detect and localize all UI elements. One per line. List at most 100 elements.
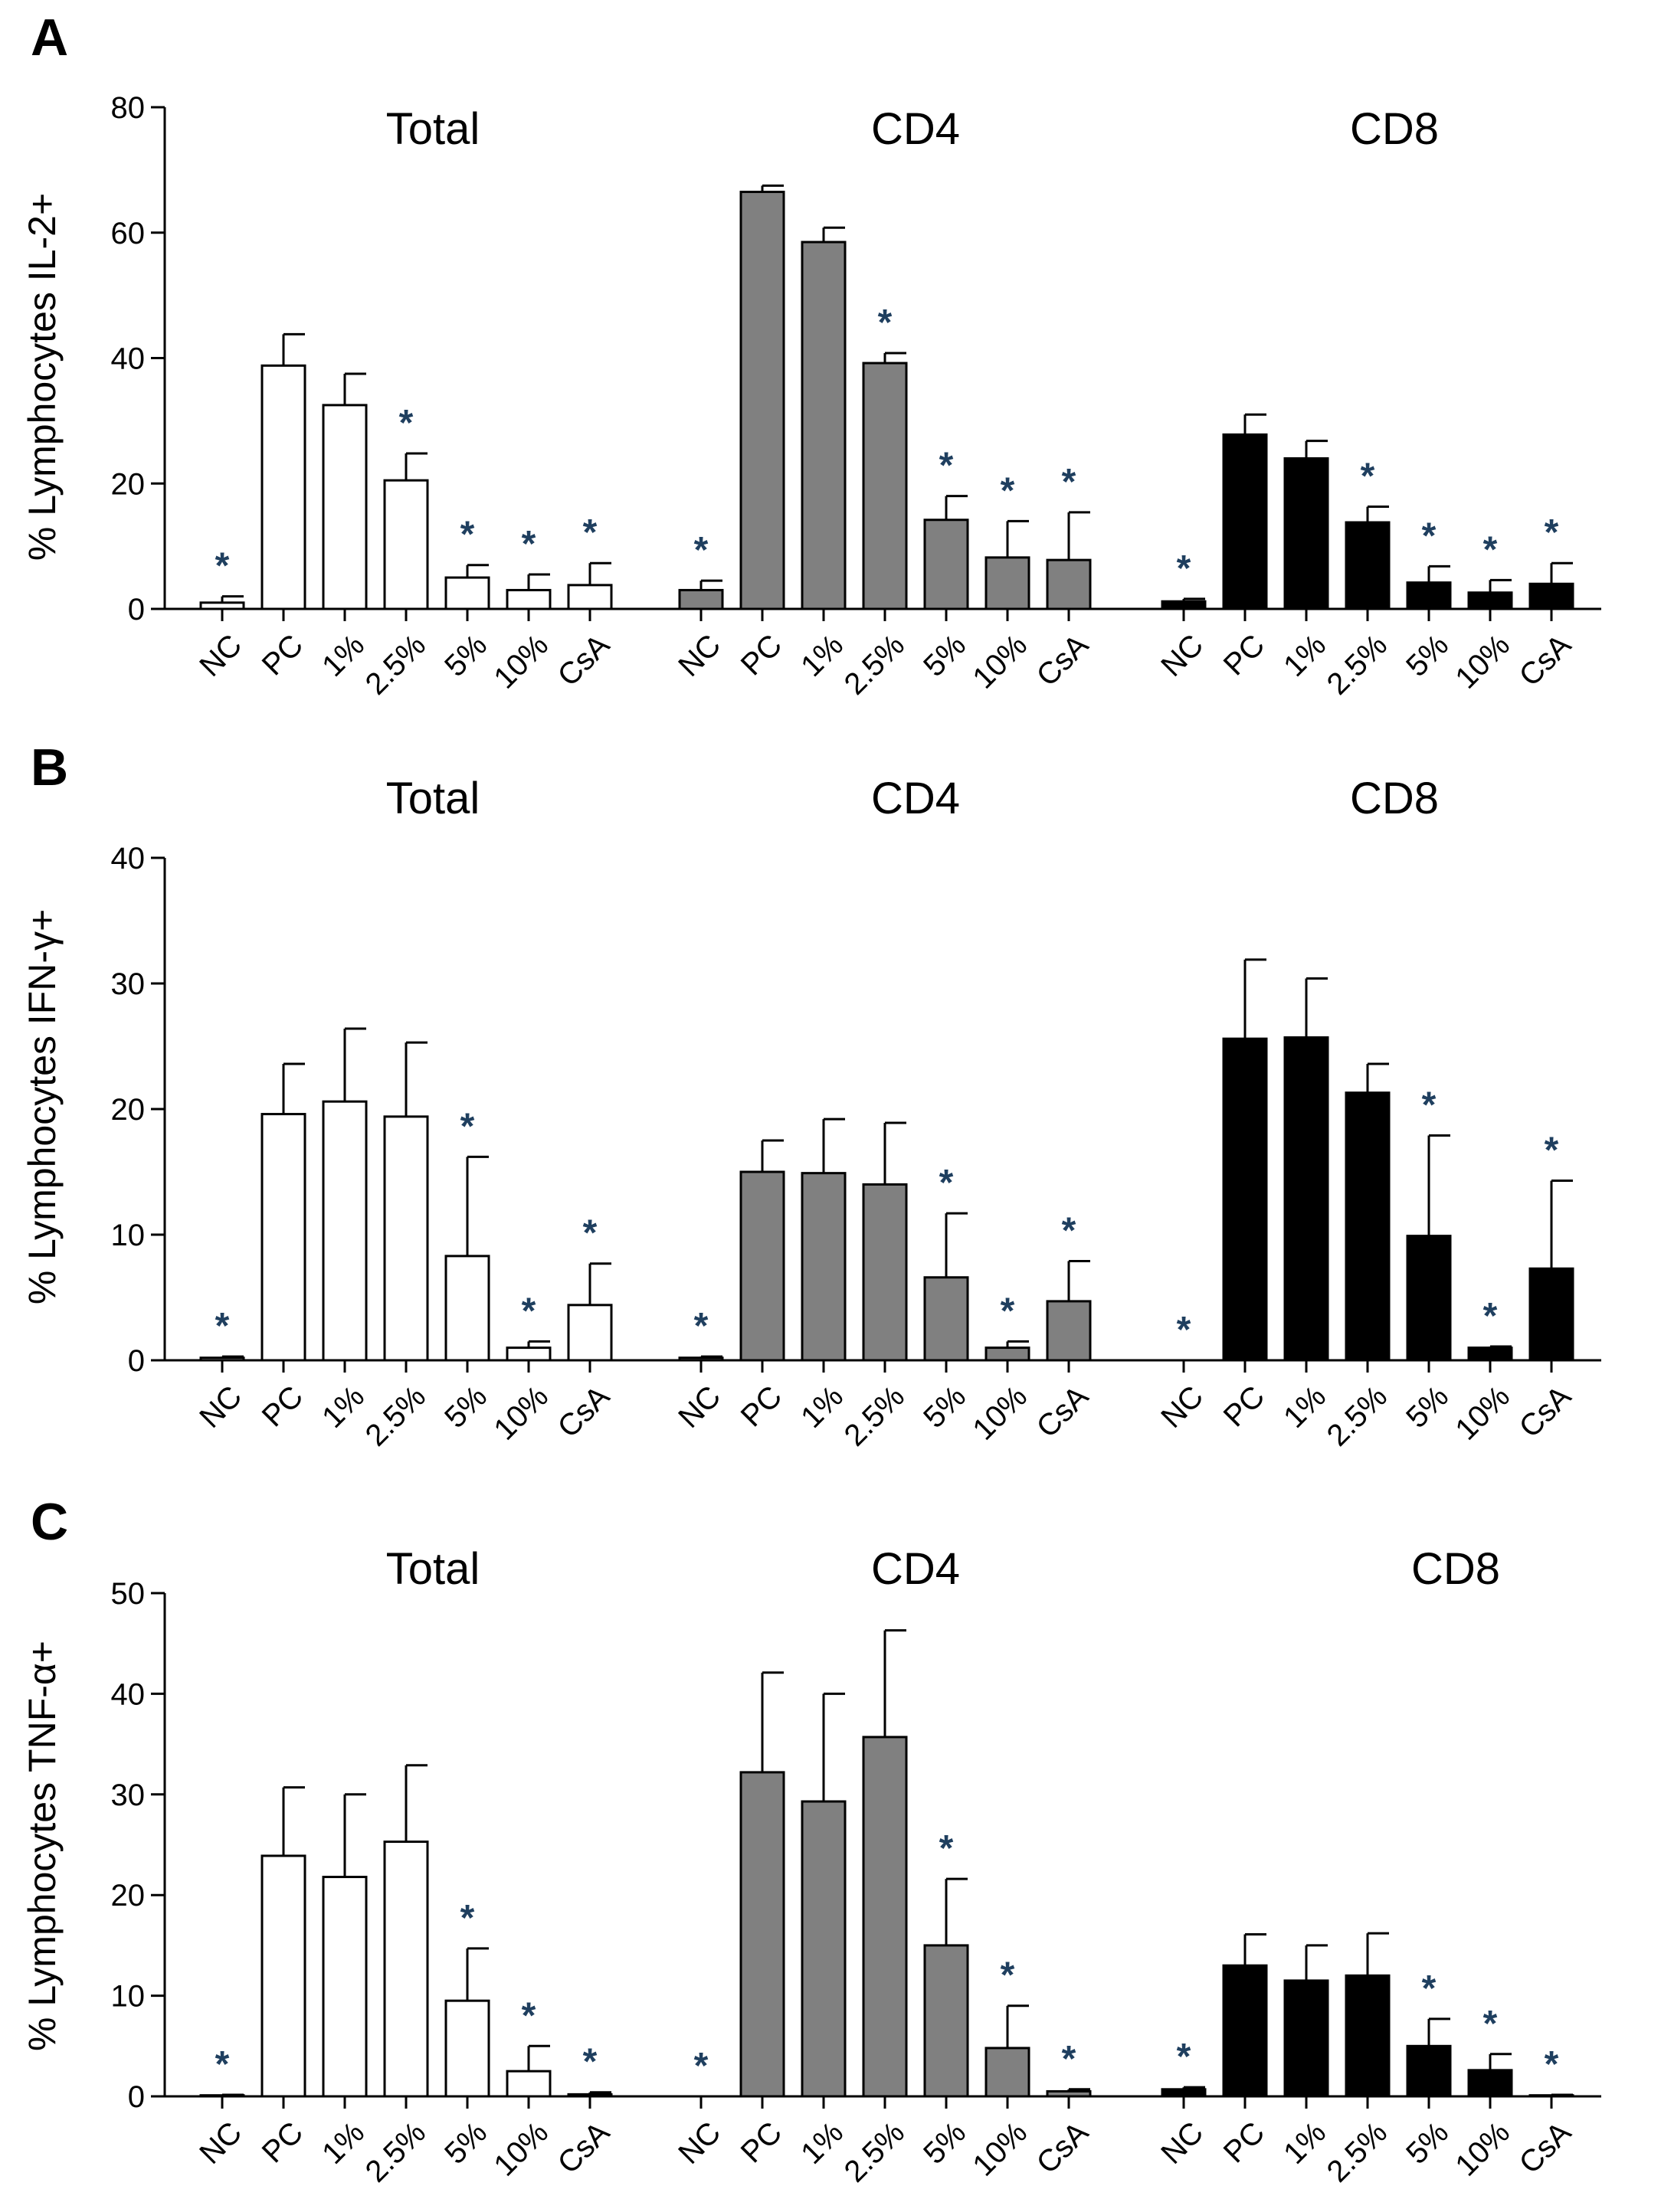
bar-total-1 xyxy=(260,364,306,610)
significance-star: * xyxy=(215,2044,230,2085)
y-tick-label: 40 xyxy=(111,1677,146,1711)
bar-total-1 xyxy=(260,1113,306,1362)
x-tick-label: NC xyxy=(1155,1379,1210,1435)
x-tick-label: CsA xyxy=(552,1379,617,1445)
significance-star: * xyxy=(939,1828,954,1869)
x-tick-label: 10% xyxy=(966,1379,1034,1447)
y-axis-label-b: % Lymphocytes IFN-γ+ xyxy=(21,909,64,1304)
bar-cd8-3 xyxy=(1345,1974,1391,2098)
x-tick-label: PC xyxy=(1217,2115,1271,2169)
bar-cd4-1 xyxy=(739,191,785,610)
x-tick-label: NC xyxy=(1155,2115,1210,2171)
group-title: CD4 xyxy=(871,774,960,823)
bar-cd8-3 xyxy=(1345,1091,1391,1362)
x-tick-label: 10% xyxy=(966,2115,1034,2183)
x-tick-label: 10% xyxy=(1449,2115,1516,2183)
group-title: Total xyxy=(386,1544,480,1594)
x-tick-label: CsA xyxy=(552,2115,617,2181)
bar-cd8-1 xyxy=(1222,433,1268,610)
x-tick-label: NC xyxy=(672,2115,727,2171)
x-tick-label: 2.5% xyxy=(1321,1379,1394,1453)
y-axis-label-a: % Lymphocytes IL-2+ xyxy=(21,193,64,561)
significance-star: * xyxy=(694,1306,709,1347)
y-tick-label: 40 xyxy=(111,342,146,376)
significance-star: * xyxy=(460,1106,475,1147)
significance-star: * xyxy=(1422,1968,1437,2009)
bar-total-4 xyxy=(444,1999,490,2098)
bar-cd4-3 xyxy=(862,1183,908,1362)
x-tick-label: CsA xyxy=(1030,1379,1096,1445)
x-tick-label: 2.5% xyxy=(838,1379,912,1453)
group-title: CD8 xyxy=(1411,1544,1500,1594)
x-tick-label: CsA xyxy=(1030,2115,1096,2181)
significance-star: * xyxy=(878,303,893,343)
significance-star: * xyxy=(1177,2037,1191,2077)
y-tick-label: 50 xyxy=(111,1577,146,1611)
group-title: Total xyxy=(386,774,480,823)
bar-cd4-1 xyxy=(739,1170,785,1362)
x-tick-label: 5% xyxy=(917,1379,972,1435)
x-tick-label: 10% xyxy=(966,628,1034,695)
significance-star: * xyxy=(694,2046,709,2086)
bar-total-3 xyxy=(383,1841,429,2098)
bar-cd4-3 xyxy=(862,1736,908,2098)
group-title: Total xyxy=(386,104,480,154)
bar-cd8-2 xyxy=(1283,1036,1329,1362)
significance-star: * xyxy=(939,446,954,486)
significance-star: * xyxy=(460,1898,475,1939)
x-tick-label: PC xyxy=(1217,628,1271,682)
significance-star: * xyxy=(215,1306,230,1347)
significance-star: * xyxy=(1001,1955,1015,1996)
bar-cd8-4 xyxy=(1406,1235,1452,1362)
y-tick-label: 20 xyxy=(111,1093,146,1127)
y-tick-label: 30 xyxy=(111,967,146,1001)
bar-total-5 xyxy=(506,588,552,610)
x-tick-label: 2.5% xyxy=(1321,2115,1394,2189)
x-tick-label: 2.5% xyxy=(359,2115,433,2189)
bar-cd4-4 xyxy=(923,1944,969,2098)
bar-cd4-2 xyxy=(801,1172,847,1362)
bar-cd4-6 xyxy=(1046,558,1092,610)
x-tick-label: 10% xyxy=(1449,1379,1516,1447)
panel-letter-a: A xyxy=(31,8,68,67)
y-tick-label: 30 xyxy=(111,1778,146,1812)
x-tick-label: PC xyxy=(735,2115,788,2169)
x-tick-label: PC xyxy=(1217,1379,1271,1433)
bar-cd8-6 xyxy=(1528,1267,1574,1362)
bar-cd4-4 xyxy=(923,519,969,610)
group-title: CD4 xyxy=(871,1544,960,1594)
bar-cd4-2 xyxy=(801,1800,847,2098)
bar-total-5 xyxy=(506,1347,552,1362)
x-tick-label: 10% xyxy=(487,628,555,695)
bar-cd8-4 xyxy=(1406,581,1452,610)
x-tick-label: NC xyxy=(193,2115,248,2171)
x-tick-label: 5% xyxy=(1400,2115,1455,2171)
bar-cd4-0 xyxy=(678,1356,724,1362)
bar-total-5 xyxy=(506,2070,552,2098)
bar-cd8-5 xyxy=(1467,591,1513,610)
bar-total-2 xyxy=(322,404,368,610)
bar-cd8-0 xyxy=(1161,2088,1207,2098)
significance-star: * xyxy=(1177,1310,1191,1350)
y-tick-label: 60 xyxy=(111,217,146,250)
x-tick-label: NC xyxy=(672,628,727,683)
significance-star: * xyxy=(399,403,414,443)
significance-star: * xyxy=(1062,462,1076,502)
bar-total-6 xyxy=(567,2093,613,2098)
bar-cd8-6 xyxy=(1528,582,1574,610)
y-tick-label: 20 xyxy=(111,1879,146,1913)
significance-star: * xyxy=(1422,515,1437,556)
bar-total-2 xyxy=(322,1100,368,1362)
x-tick-label: 5% xyxy=(1400,628,1455,683)
significance-star: * xyxy=(522,524,536,564)
bar-cd4-5 xyxy=(984,1347,1030,1362)
x-tick-label: PC xyxy=(256,1379,310,1433)
x-tick-label: 5% xyxy=(438,1379,493,1435)
y-tick-label: 20 xyxy=(111,467,146,501)
significance-star: * xyxy=(1545,2044,1559,2085)
bar-total-3 xyxy=(383,479,429,610)
y-tick-label: 0 xyxy=(128,593,145,627)
x-tick-label: CsA xyxy=(1513,628,1578,693)
bar-cd8-1 xyxy=(1222,1037,1268,1362)
bar-total-2 xyxy=(322,1876,368,2098)
